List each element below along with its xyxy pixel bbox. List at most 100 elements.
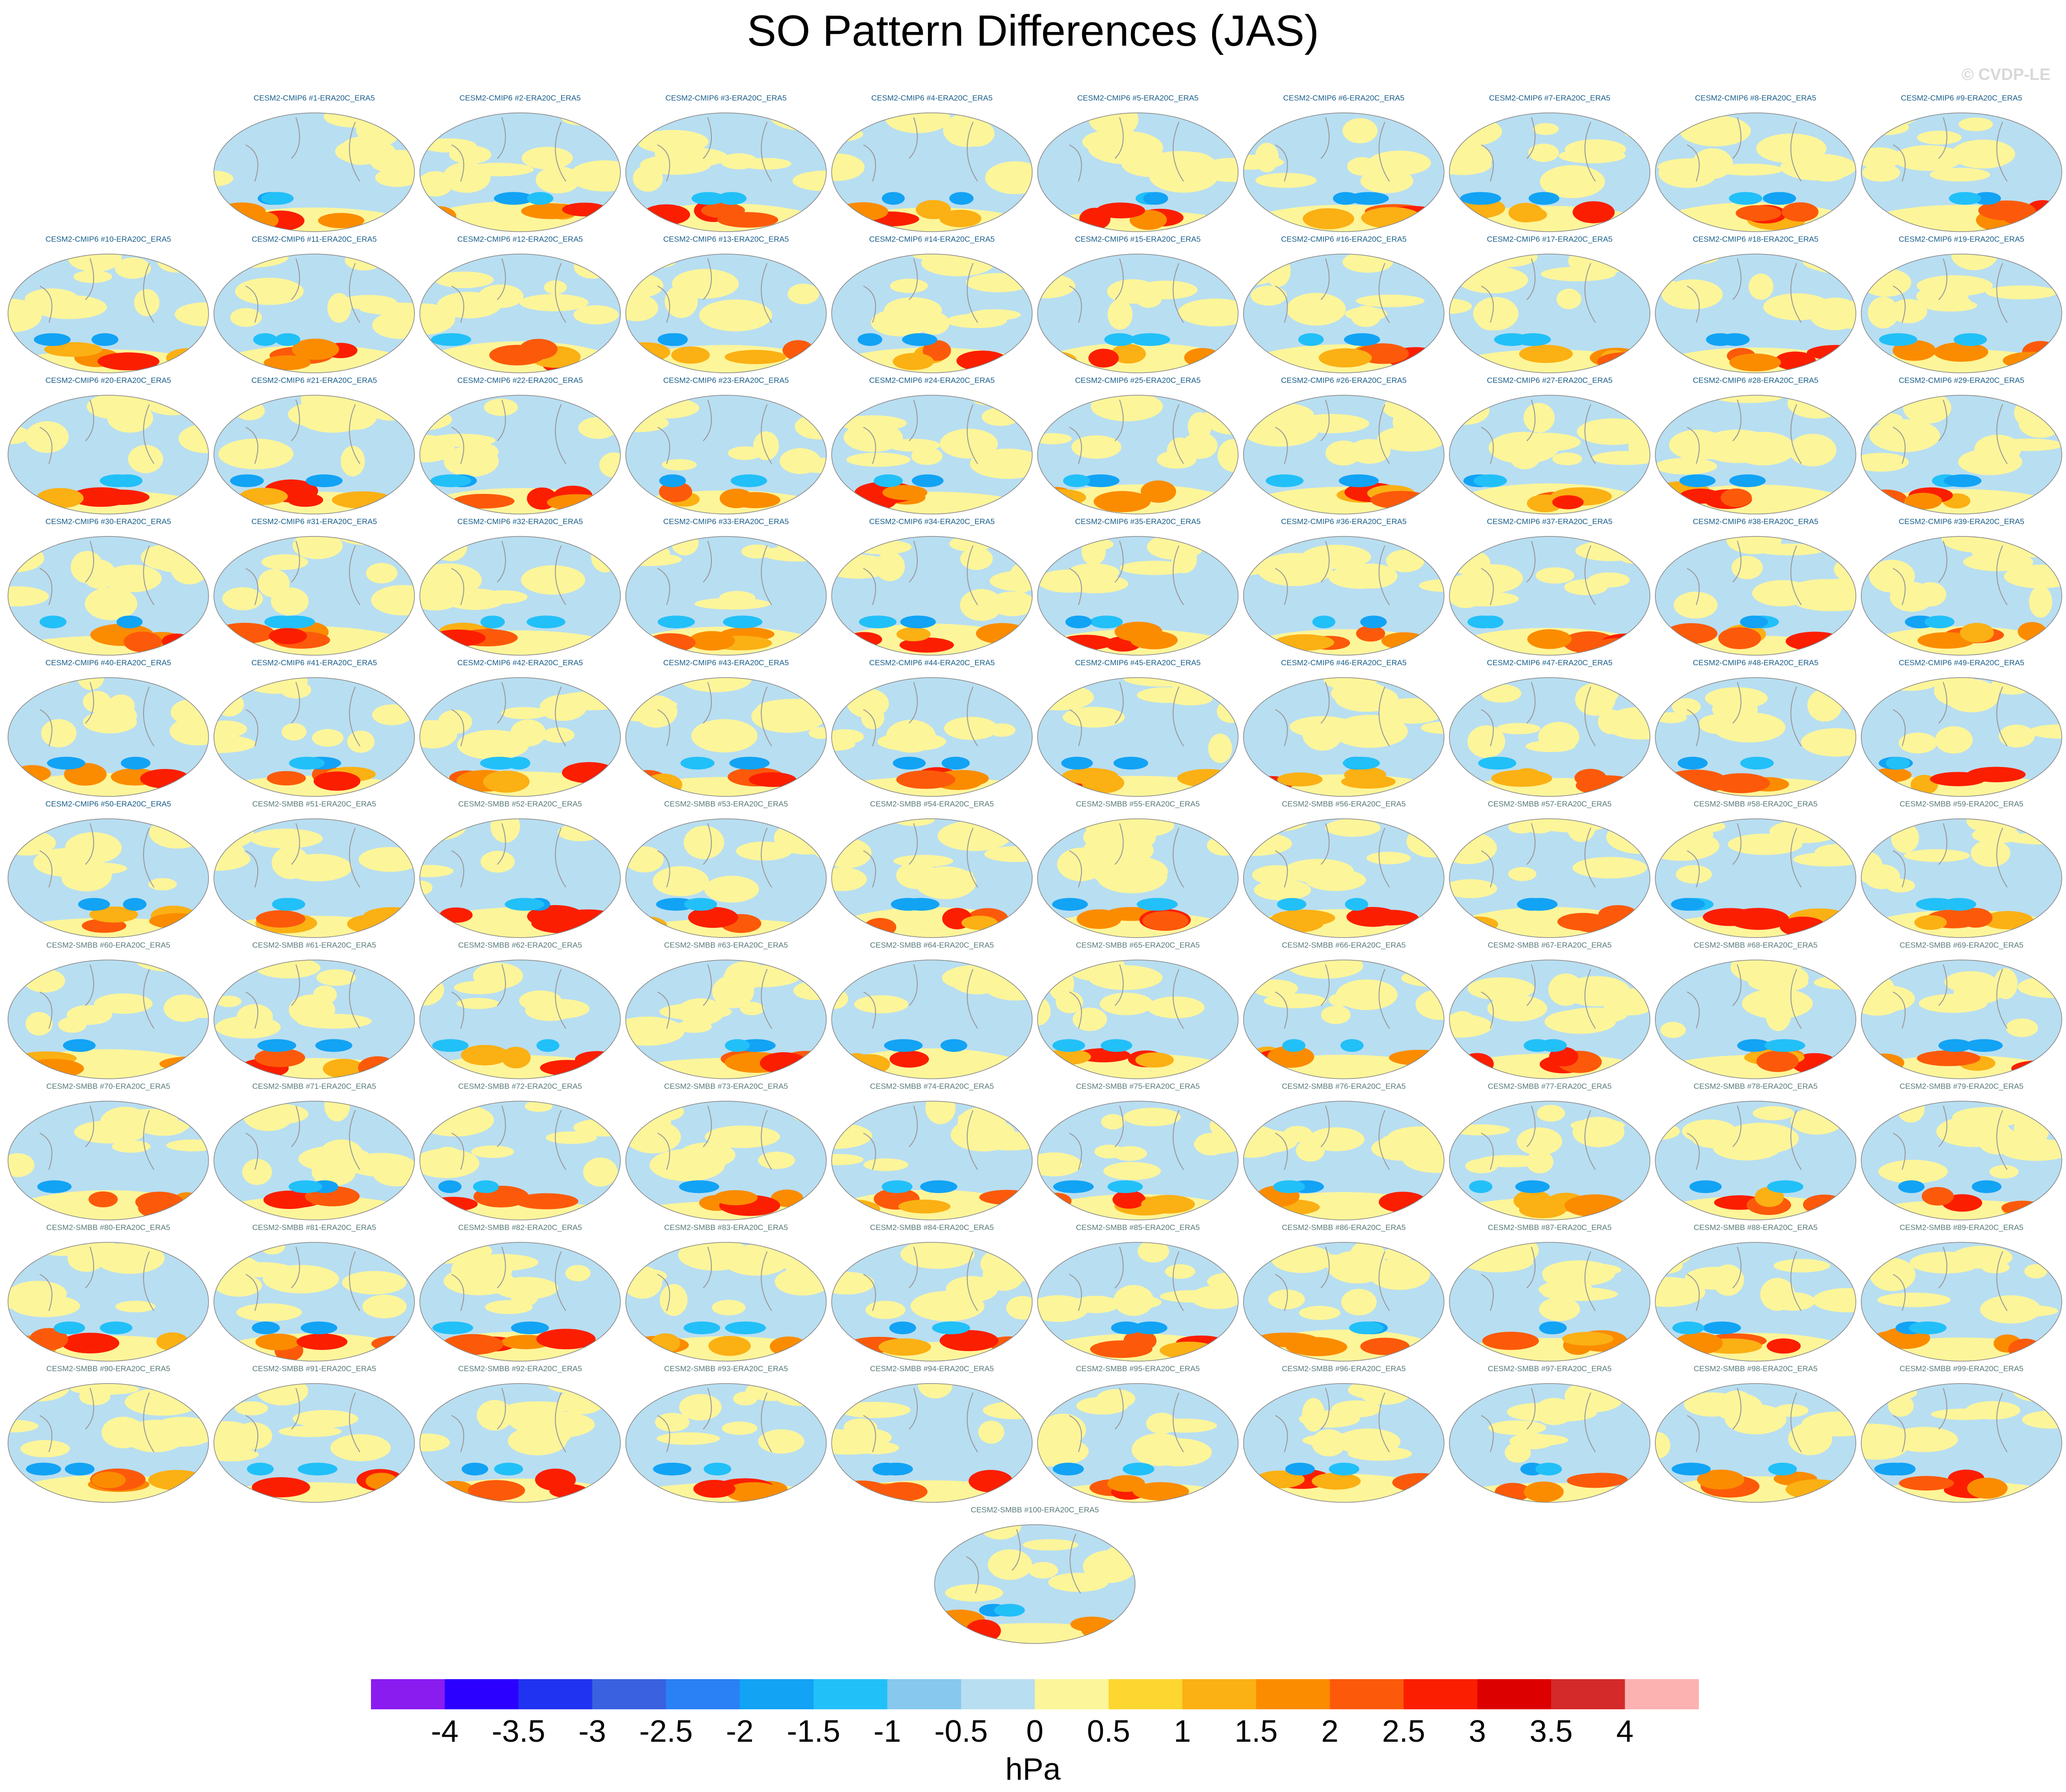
map-contour xyxy=(460,442,499,461)
map-border xyxy=(1449,395,1651,514)
map-contour xyxy=(41,719,77,748)
map-contour xyxy=(1271,909,1335,927)
map-border xyxy=(7,1383,209,1503)
map-contour xyxy=(34,333,71,346)
map-contour xyxy=(430,629,486,647)
panel-title: CESM2-CMIP6 #17-ERA20C_ERA5 xyxy=(1487,235,1612,244)
map-contour xyxy=(511,1288,538,1307)
map xyxy=(8,1384,209,1502)
map-contour xyxy=(535,1469,576,1491)
map-contour xyxy=(949,192,974,205)
map-contour xyxy=(1048,967,1074,1001)
map-border xyxy=(419,395,621,514)
map-contour xyxy=(664,333,688,346)
map-contour xyxy=(1243,678,1267,697)
map xyxy=(832,113,1033,232)
map-contour xyxy=(1595,638,1645,652)
map-contour xyxy=(478,284,524,308)
map-contour xyxy=(878,1482,928,1501)
map-contour xyxy=(480,851,515,873)
colorbar-tick-label: -1.5 xyxy=(787,1714,840,1749)
map-contour xyxy=(429,1197,478,1212)
map-contour xyxy=(64,1463,95,1476)
map-contour xyxy=(2029,586,2052,618)
map xyxy=(1243,113,1444,232)
map-contour xyxy=(1516,1127,1563,1156)
map-contour xyxy=(708,1336,751,1356)
map-panel: CESM2-SMBB #83-ERA20C_ERA5 xyxy=(625,1223,827,1362)
map-contour xyxy=(546,1131,597,1144)
map-contour xyxy=(2000,1139,2062,1161)
map xyxy=(8,678,209,796)
map-contour xyxy=(1123,678,1200,687)
map-contour xyxy=(990,571,1033,591)
panel-title: CESM2-SMBB #56-ERA20C_ERA5 xyxy=(1282,800,1406,808)
map-contour xyxy=(748,772,797,787)
colorbar-tick-label: -2.5 xyxy=(639,1714,693,1749)
map-panel: CESM2-SMBB #62-ERA20C_ERA5 xyxy=(419,941,621,1079)
map-contour xyxy=(1768,1463,1797,1476)
coastline xyxy=(451,1246,567,1311)
map-panel: CESM2-CMIP6 #43-ERA20C_ERA5 xyxy=(625,658,827,797)
map-contour xyxy=(88,1191,118,1208)
map-contour xyxy=(1727,833,1803,855)
map-contour xyxy=(662,459,697,471)
map-contour xyxy=(1348,192,1389,205)
map-contour xyxy=(683,1321,720,1335)
coastline xyxy=(657,823,772,888)
coastline xyxy=(39,541,154,605)
map-contour xyxy=(371,1336,415,1352)
panel-title: CESM2-SMBB #92-ERA20C_ERA5 xyxy=(458,1364,582,1373)
panel-title: CESM2-SMBB #52-ERA20C_ERA5 xyxy=(458,800,582,808)
map-border xyxy=(7,536,209,656)
map-contour xyxy=(366,562,397,584)
map-contour xyxy=(1076,909,1122,929)
map-contour xyxy=(1462,1251,1533,1272)
coastline xyxy=(39,1246,154,1311)
map-contour xyxy=(148,1470,206,1490)
map-contour xyxy=(562,113,607,126)
map-contour xyxy=(671,346,710,364)
map-panel: CESM2-CMIP6 #27-ERA20C_ERA5 xyxy=(1449,376,1651,514)
map-contour xyxy=(358,847,415,872)
map-contour xyxy=(215,1016,281,1039)
map-contour xyxy=(312,729,344,747)
map-contour xyxy=(315,1039,353,1052)
map-contour xyxy=(1366,852,1411,864)
map-contour xyxy=(1243,559,1267,576)
map-contour xyxy=(1549,1047,1579,1067)
map-contour xyxy=(91,333,119,346)
map-contour xyxy=(1861,268,1912,297)
map-contour xyxy=(239,488,288,505)
map-contour xyxy=(721,1421,758,1435)
map-contour xyxy=(1123,1108,1181,1127)
map-contour xyxy=(68,254,122,272)
map-contour xyxy=(1096,860,1167,894)
map-contour xyxy=(1898,732,1937,753)
map-contour xyxy=(332,491,393,509)
map-contour xyxy=(1277,898,1307,911)
map-contour xyxy=(1142,151,1218,180)
map-contour xyxy=(63,1039,96,1052)
map-contour xyxy=(431,333,471,346)
map-contour xyxy=(1071,435,1122,459)
map-contour xyxy=(1342,118,1378,143)
map-contour xyxy=(1465,1159,1498,1173)
map-contour xyxy=(1934,342,1988,362)
panel-title: CESM2-CMIP6 #21-ERA20C_ERA5 xyxy=(251,376,377,385)
map-border xyxy=(1655,112,1856,232)
map-contour xyxy=(115,257,151,279)
map-panel: CESM2-CMIP6 #34-ERA20C_ERA5 xyxy=(831,517,1033,656)
map-contour xyxy=(988,1549,1033,1580)
map-contour xyxy=(222,587,263,610)
map-contour xyxy=(297,1333,348,1350)
panel-title: CESM2-CMIP6 #43-ERA20C_ERA5 xyxy=(663,658,789,667)
coastline xyxy=(1275,541,1390,605)
map-panel: CESM2-CMIP6 #8-ERA20C_ERA5 xyxy=(1655,94,1856,232)
map-contour xyxy=(1065,615,1092,629)
map-contour xyxy=(1299,1306,1341,1320)
map-contour xyxy=(1697,1469,1745,1490)
map-contour xyxy=(1301,545,1371,569)
map-contour xyxy=(278,1426,342,1437)
map-panel: CESM2-CMIP6 #25-ERA20C_ERA5 xyxy=(1037,376,1239,514)
